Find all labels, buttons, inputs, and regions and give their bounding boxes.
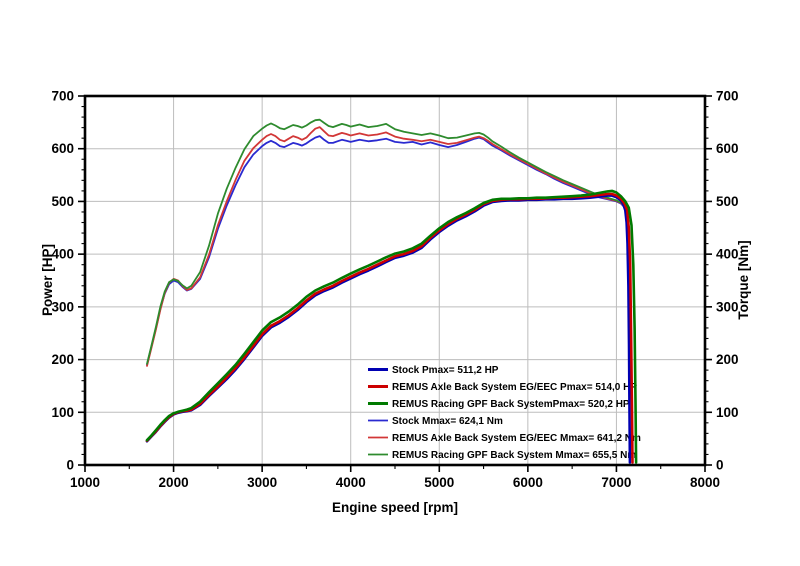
- axis-ticks: [78, 95, 712, 472]
- series-line-remus-racing-gpf-power: [145, 189, 638, 464]
- legend-item-stock-torque: Stock Mmax= 624,1 Nm: [368, 416, 503, 427]
- series-line-stock-power: [145, 194, 632, 464]
- series-line-remus-axle-back-torque: [146, 126, 634, 464]
- axis-tick-labels: 1000 2000 3000 4000 5000 6000 7000 800001002003…: [51, 89, 738, 491]
- y-right-tick-label: 500: [716, 194, 739, 209]
- y-left-tick-label: 300: [51, 299, 74, 314]
- y-right-tick-label: 100: [716, 405, 739, 420]
- y-left-tick-label: 200: [51, 352, 74, 367]
- x-axis-tick-label: 6000: [513, 475, 543, 490]
- y-right-tick-label: 0: [716, 458, 724, 473]
- legend-label: REMUS Axle Back System EG/EEC Pmax= 514,…: [392, 382, 637, 393]
- x-axis-tick-label: 8000: [690, 475, 720, 490]
- series-line-remus-axle-back-power: [145, 192, 634, 464]
- series-line-stock-torque: [146, 135, 631, 464]
- y-axis-right-title: Torque [Nm]: [736, 240, 751, 319]
- legend-item-remus-axle-back-torque: REMUS Axle Back System EG/EEC Mmax= 641,…: [368, 433, 641, 444]
- legend-label: REMUS Axle Back System EG/EEC Mmax= 641,…: [392, 433, 641, 444]
- y-right-tick-label: 200: [716, 352, 739, 367]
- y-right-tick-label: 700: [716, 89, 739, 104]
- x-axis-tick-label: 1000: [70, 475, 100, 490]
- legend-item-stock-power: Stock Pmax= 511,2 HP: [368, 365, 499, 376]
- y-left-tick-label: 700: [51, 89, 74, 104]
- x-axis-tick-label: 4000: [336, 475, 366, 490]
- y-axis-left-title: Power [HP]: [40, 244, 55, 316]
- grid-lines: [85, 96, 705, 465]
- legend-item-remus-racing-gpf-power: REMUS Racing GPF Back SystemPmax= 520,2 …: [368, 399, 630, 410]
- x-axis-tick-label: 3000: [247, 475, 277, 490]
- x-axis-title: Engine speed [rpm]: [332, 500, 458, 515]
- legend-label: REMUS Racing GPF Back System Mmax= 655,5…: [392, 450, 636, 461]
- y-left-tick-label: 600: [51, 141, 74, 156]
- legend-label: Stock Mmax= 624,1 Nm: [392, 416, 503, 427]
- legend-item-remus-axle-back-power: REMUS Axle Back System EG/EEC Pmax= 514,…: [368, 382, 637, 393]
- y-left-tick-label: 500: [51, 194, 74, 209]
- y-left-tick-label: 400: [51, 247, 74, 262]
- series-line-remus-racing-gpf-torque: [146, 118, 637, 464]
- legend-item-remus-racing-gpf-torque: REMUS Racing GPF Back System Mmax= 655,5…: [368, 450, 636, 461]
- legend: Stock Pmax= 511,2 HP REMUS Axle Back Syst…: [368, 365, 641, 461]
- x-axis-tick-label: 2000: [159, 475, 189, 490]
- legend-label: REMUS Racing GPF Back SystemPmax= 520,2 …: [392, 399, 630, 410]
- y-left-tick-label: 100: [51, 405, 74, 420]
- x-axis-tick-label: 5000: [424, 475, 454, 490]
- legend-label: Stock Pmax= 511,2 HP: [392, 365, 499, 376]
- y-right-tick-label: 300: [716, 299, 739, 314]
- series-lines: [145, 118, 638, 464]
- y-right-tick-label: 600: [716, 141, 739, 156]
- x-axis-tick-label: 7000: [601, 475, 631, 490]
- y-right-tick-label: 400: [716, 247, 739, 262]
- y-left-tick-label: 0: [66, 458, 74, 473]
